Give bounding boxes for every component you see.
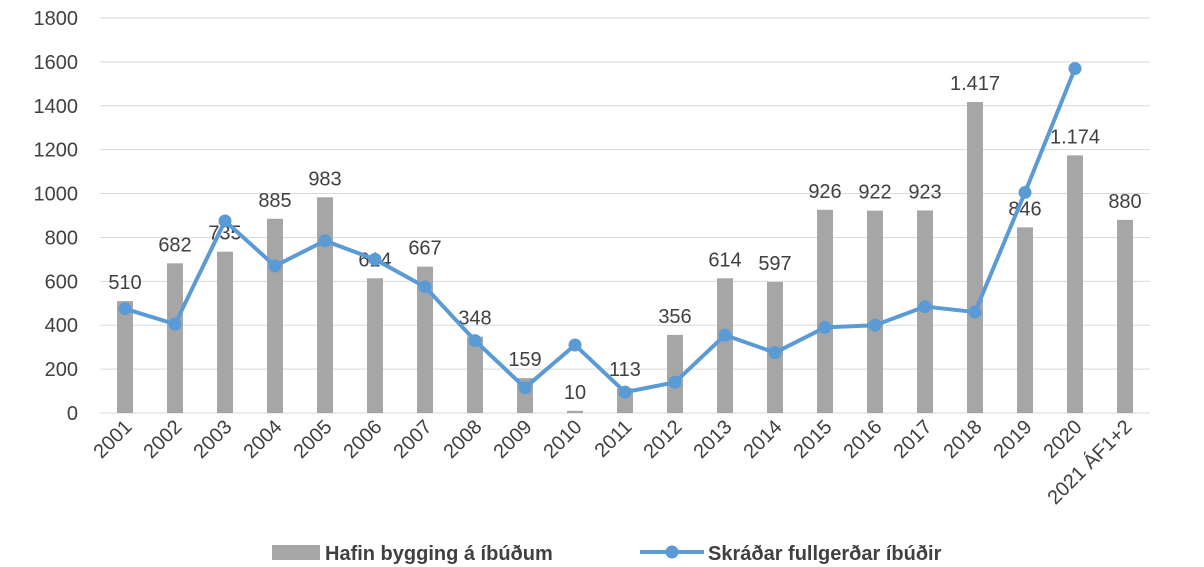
y-tick-label: 800 [45,227,78,249]
data-label: 113 [609,359,641,381]
line-point [918,300,932,314]
x-tick-label: 2011 [591,416,637,462]
bar [867,210,883,413]
x-tick-label: 2013 [690,416,737,463]
line [124,67,1077,395]
x-tick-label: 2007 [390,416,437,463]
y-tick-label: 400 [45,315,78,337]
line-point [868,318,882,332]
line-point [118,302,132,316]
line-point [418,280,432,294]
x-tick-label: 2012 [640,416,687,463]
y-tick-label: 1800 [34,8,79,30]
data-label: 356 [658,306,691,328]
x-tick-label: 2005 [290,416,337,463]
x-tick-label: 2001 [90,416,137,463]
line-point [1018,185,1032,199]
x-tick-label: 2006 [340,416,387,463]
data-label: 926 [808,181,841,203]
bar [317,197,333,413]
line-point [968,305,982,319]
bar [467,336,483,413]
line-point [818,320,832,334]
data-label: 923 [908,181,941,203]
y-tick-label: 0 [67,403,78,425]
data-label: 922 [858,182,891,204]
data-label: 348 [458,308,491,330]
line-point [268,259,282,273]
bar [1117,219,1133,413]
legend-swatch [272,545,320,560]
bar [167,263,183,413]
x-tick-label: 2017 [890,416,937,463]
line-point [318,234,332,248]
bar [567,410,583,413]
data-label: 1.417 [950,73,1000,95]
y-tick-label: 1000 [34,184,79,206]
x-tick-label: 2008 [440,416,487,463]
line-point [1068,61,1082,75]
y-tick-label: 1400 [34,96,79,118]
y-tick-label: 600 [45,271,78,293]
x-tick-label: 2003 [190,416,237,463]
line-point [368,252,382,266]
x-tick-label: 2009 [490,416,537,463]
x-tick-label: 2002 [140,416,187,463]
data-label: 1.174 [1050,126,1100,148]
bar [117,301,133,413]
line-point [668,375,682,389]
data-label: 614 [708,249,741,271]
bar [817,209,833,413]
line-point [568,338,582,352]
x-tick-label: 2016 [840,416,887,463]
data-label: 885 [258,190,291,212]
x-tick-label: 2014 [740,416,787,463]
bar [417,266,433,413]
bar [267,218,283,413]
data-label: 510 [108,272,141,294]
y-tick-label: 1600 [34,52,79,74]
line-point [618,385,632,399]
bar [717,278,733,413]
x-tick-label: 2004 [240,416,287,463]
data-label: 10 [564,382,586,404]
legend-label: Hafin bygging á íbúðum [325,543,553,565]
y-tick-label: 200 [45,359,78,381]
x-tick-label: 2018 [940,416,987,463]
data-label: 667 [408,238,441,260]
line-point [468,334,482,348]
line-point [218,214,232,228]
data-label: 682 [158,234,191,256]
data-label: 880 [1108,191,1141,213]
x-tick-label: 2010 [540,416,587,463]
x-tick-label: 2019 [990,416,1037,463]
line-point [518,381,532,395]
bar [1017,227,1033,413]
x-tick-label: 2015 [790,416,837,463]
line-point [768,346,782,360]
bar [967,102,983,413]
legend-label: Skráðar fullgerðar íbúðir [708,543,942,565]
line-point [168,317,182,331]
bar [1067,155,1083,413]
bar [217,251,233,413]
data-label: 597 [758,253,791,275]
y-tick-label: 1200 [34,140,79,162]
bar [367,278,383,413]
line-point [718,328,732,342]
data-label: 983 [308,168,341,190]
bar [667,334,683,413]
x-tick-label: 2020 [1040,416,1087,463]
data-label: 159 [508,349,541,371]
legend-swatch [665,545,679,559]
